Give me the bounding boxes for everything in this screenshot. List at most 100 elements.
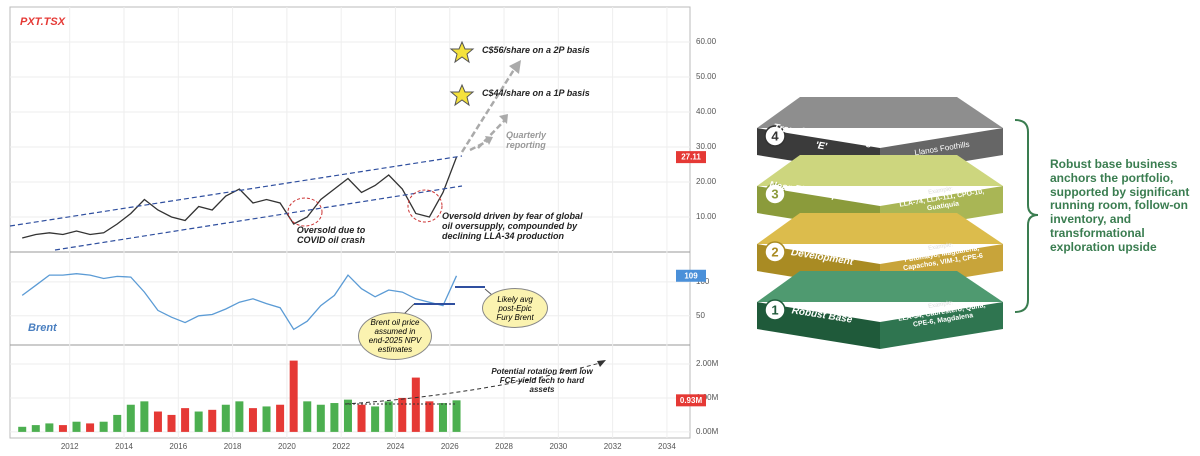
arrow-head <box>499 114 508 124</box>
highlight-ellipse <box>407 189 443 223</box>
arrow-head <box>509 60 521 74</box>
annotation: C$44/share on a 1P basis <box>482 88 590 98</box>
volume-bar <box>289 360 298 432</box>
volume-bar <box>303 401 312 432</box>
volume-bar <box>181 408 190 432</box>
volume-bar <box>438 403 447 432</box>
x-tick-label: 2014 <box>115 442 133 451</box>
layer-badge <box>764 183 786 205</box>
x-tick-label: 2024 <box>387 442 405 451</box>
marks: 10.0020.0030.0040.0050.0060.0027.1150100… <box>10 7 719 451</box>
x-tick-label: 2022 <box>332 442 350 451</box>
layer-number: 1 <box>771 302 778 317</box>
callout: Brent oil price assumed in end-2025 NPV … <box>358 312 432 360</box>
volume-bar <box>45 423 54 432</box>
volume-bar <box>371 406 380 432</box>
y-tick-label: 1.00M <box>696 393 719 402</box>
annotation: C$56/share on a 2P basis <box>482 45 590 55</box>
projection-arrows <box>460 67 517 153</box>
x-tick-label: 2016 <box>169 442 187 451</box>
last-value-label: 27.11 <box>681 153 701 162</box>
layer: 1 <box>757 271 1003 349</box>
chart-title: PXT.TSX <box>20 16 66 28</box>
annotation: Oversold driven by fear of global oil ov… <box>442 211 583 241</box>
callout: Likely avg post-Epic Fury Brent <box>482 288 548 328</box>
last-value-badge <box>676 394 706 407</box>
x-tick-label: 2012 <box>61 442 79 451</box>
volume-bar <box>221 404 230 432</box>
volume-bar <box>194 411 203 432</box>
arrow-head <box>485 136 493 145</box>
y-tick-label: 30.00 <box>696 142 717 151</box>
layer-number: 4 <box>771 128 779 143</box>
channel-line <box>54 185 463 251</box>
volume-bar <box>86 423 95 432</box>
volume-bar <box>248 408 257 432</box>
x-tick-label: 2030 <box>549 442 567 451</box>
y-tick-label: 20.00 <box>696 177 717 186</box>
bracket <box>1014 119 1039 313</box>
y-tick-label: 60.00 <box>696 37 717 46</box>
volume-bar <box>262 406 271 432</box>
y-tick-label: 2.00M <box>696 359 719 368</box>
annotation: Oversold due to COVID oil crash <box>296 225 366 245</box>
layer-top <box>757 155 1003 186</box>
plot-frame <box>9 6 691 439</box>
volume-bar <box>398 397 407 432</box>
layer-top <box>757 213 1003 244</box>
volume-bar <box>343 399 352 432</box>
last-value-badge <box>676 269 706 282</box>
layer-top <box>757 271 1003 302</box>
y-tick-label: 40.00 <box>696 107 717 116</box>
layer-top <box>757 97 1003 128</box>
volume-bar <box>99 421 108 432</box>
x-tick-label: 2028 <box>495 442 513 451</box>
volume-bar <box>208 409 217 432</box>
series-line <box>22 156 458 239</box>
x-tick-label: 2034 <box>658 442 676 451</box>
y-tick-label: 10.00 <box>696 212 717 221</box>
layer-badge <box>764 241 786 263</box>
layer-badge <box>764 125 786 147</box>
volume-bar <box>153 411 162 432</box>
layer: 4 <box>757 97 1003 175</box>
layer-number: 3 <box>771 186 778 201</box>
x-tick-label: 2018 <box>224 442 242 451</box>
volume-bar <box>18 426 27 432</box>
layer-right <box>880 302 1003 349</box>
volume-bar <box>357 404 366 432</box>
volume-bar <box>316 404 325 432</box>
y-tick-label: 50.00 <box>696 72 717 81</box>
last-value-badge <box>676 151 706 164</box>
arrow-head <box>597 360 606 367</box>
channel-line <box>9 155 463 227</box>
volume-bar <box>140 401 149 432</box>
volume-bar <box>330 403 339 432</box>
last-value-label: 0.93M <box>680 396 703 405</box>
volume-bar <box>58 425 67 432</box>
x-tick-label: 2032 <box>604 442 622 451</box>
layer-stack: 4 3 2 1 <box>757 97 1003 349</box>
last-value-label: 109 <box>684 271 698 280</box>
layer-number: 2 <box>771 244 778 259</box>
volume-bar <box>167 414 176 432</box>
star <box>449 40 475 64</box>
layer-left <box>757 302 880 349</box>
highlight-ellipse <box>287 197 323 227</box>
volume-bar <box>384 401 393 432</box>
annotation: Quarterly reporting <box>505 130 547 150</box>
series-line <box>21 273 458 331</box>
volume-bar <box>31 425 40 432</box>
bracket-text: Robust base business anchors the portfol… <box>1050 157 1190 254</box>
volume-bar <box>72 421 81 432</box>
y-tick-label: 50 <box>696 311 705 320</box>
panel-title: Brent <box>28 322 58 334</box>
x-tick-label: 2020 <box>278 442 296 451</box>
y-tick-label: 0.00M <box>696 427 719 436</box>
volume-bar <box>411 377 420 432</box>
volume-bar <box>276 404 285 432</box>
star <box>449 83 475 107</box>
x-tick-label: 2026 <box>441 442 459 451</box>
volume-bar <box>235 401 244 432</box>
